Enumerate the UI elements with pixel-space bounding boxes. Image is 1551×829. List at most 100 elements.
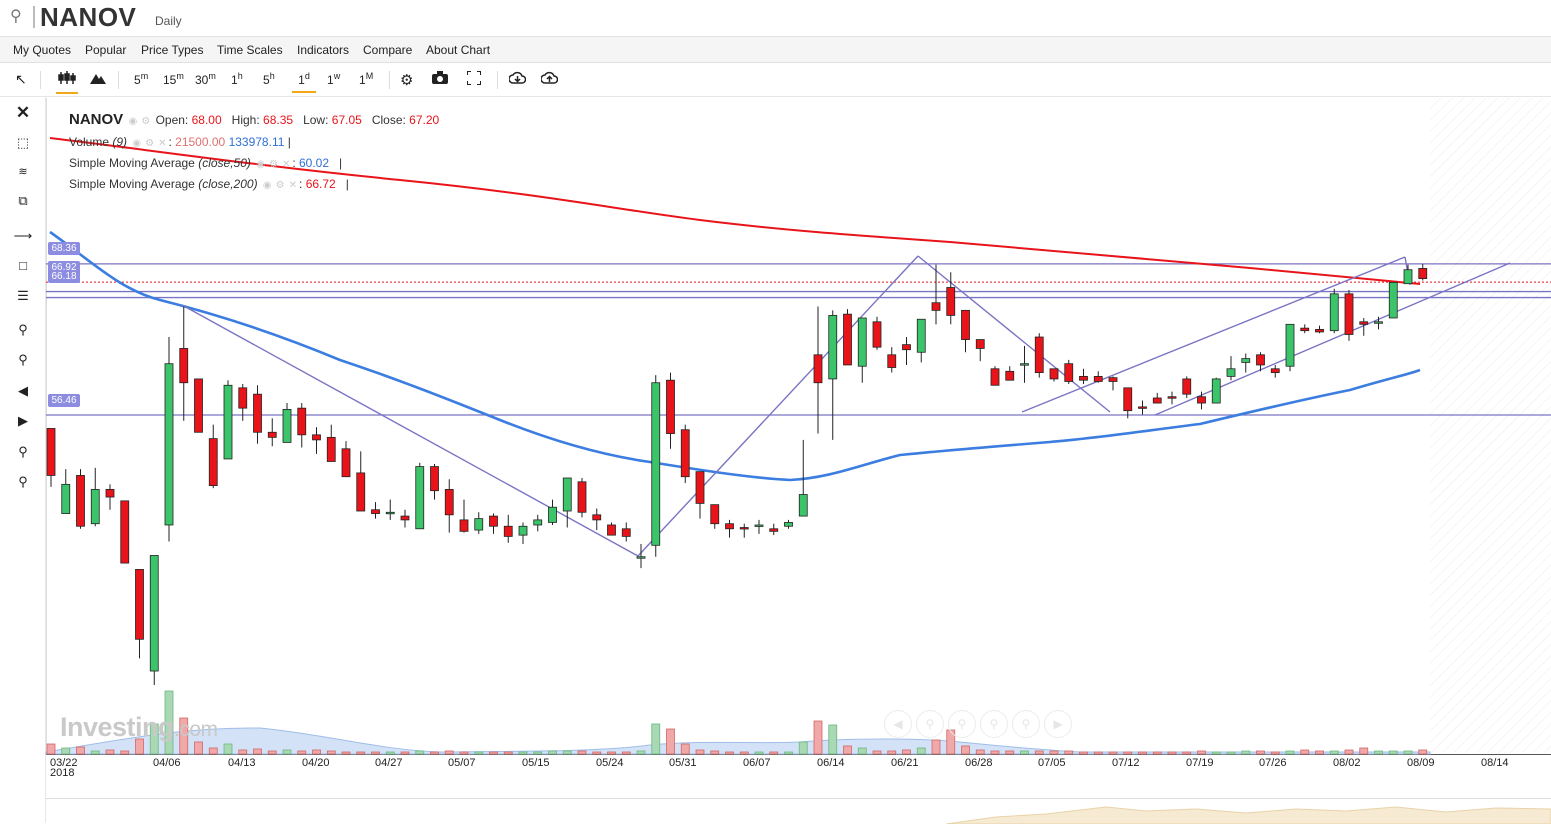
volume-bar <box>754 751 764 755</box>
magnifier-icon[interactable]: ⚲ <box>18 474 28 489</box>
candle-body <box>105 489 115 498</box>
menu-time-scales[interactable]: Time Scales <box>217 43 283 57</box>
timeframe-1w[interactable]: 1w <box>327 71 341 87</box>
zoom-in-icon[interactable]: ⚲ <box>980 710 1008 738</box>
toolbar: ↖ 5m 15m 30m 1h 5h 1d 1w 1M ⚙ <box>0 63 1551 97</box>
candle-body <box>754 524 764 527</box>
candle-body <box>621 528 631 537</box>
volume-bar <box>1093 751 1103 755</box>
menu-indicators[interactable]: Indicators <box>297 43 350 57</box>
timeframe-5m[interactable]: 5m <box>134 71 149 87</box>
gear-icon[interactable]: ⚙ <box>145 138 155 149</box>
eye-icon[interactable]: ◉ <box>132 138 142 149</box>
candle <box>1300 324 1310 334</box>
scroll-right-icon[interactable]: ▶ <box>1044 710 1072 738</box>
zoom-out-icon[interactable]: ⚲ <box>948 710 976 738</box>
timeframe-1M[interactable]: 1M <box>359 71 374 87</box>
candle-body <box>769 528 779 532</box>
eye-icon[interactable]: ◉ <box>262 180 272 191</box>
candle <box>1256 352 1265 372</box>
zoom-select-icon[interactable]: ⬚ <box>16 135 30 150</box>
scroll-left-icon[interactable]: ◀ <box>884 710 912 738</box>
candle-body <box>1167 396 1177 399</box>
magnet-icon[interactable]: ⚲ <box>18 444 28 459</box>
timeframe-15m[interactable]: 15m <box>163 71 184 87</box>
cloud-download-icon[interactable] <box>508 71 527 88</box>
settings-icon[interactable]: ⚙ <box>400 72 414 89</box>
timeframe-5h[interactable]: 5h <box>263 71 275 87</box>
candle <box>208 424 218 489</box>
candle-body <box>223 384 233 460</box>
mountain-chart-icon[interactable] <box>90 71 106 88</box>
candle-body <box>90 489 100 525</box>
high-label: High: <box>231 113 260 127</box>
zoom-out-icon[interactable]: ⚲ <box>1012 710 1040 738</box>
zoom-in-icon[interactable]: ⚲ <box>916 710 944 738</box>
remove-icon[interactable]: ✕ <box>158 138 167 149</box>
menu-price-types[interactable]: Price Types <box>141 43 204 57</box>
volume-bar <box>651 723 661 755</box>
timeframe-1d[interactable]: 1d <box>292 71 316 93</box>
candle-body <box>61 483 71 514</box>
candle <box>341 441 351 478</box>
sma50-param: (close,50) <box>198 156 251 170</box>
volume-bar <box>813 720 823 755</box>
volume-bar <box>798 741 808 755</box>
cursor-icon[interactable]: ↖ <box>15 71 27 87</box>
eye-icon[interactable]: ◉ <box>128 116 138 127</box>
candlestick-chart-icon[interactable] <box>56 71 78 94</box>
price-tag-4: 56.46 <box>48 394 80 407</box>
candle <box>1329 288 1339 334</box>
fibonacci-icon[interactable]: ≋ <box>18 166 28 178</box>
rectangle-icon[interactable]: □ <box>19 258 27 273</box>
copy-icon[interactable]: ⧉ <box>18 193 28 208</box>
menu-popular[interactable]: Popular <box>85 43 127 57</box>
candle-body <box>651 382 661 546</box>
candle <box>90 467 100 527</box>
remove-icon[interactable]: ✕ <box>281 159 291 170</box>
scroll-left-icon[interactable]: ◀ <box>18 383 28 398</box>
horizontal-lines-icon[interactable]: ☰ <box>17 288 29 303</box>
candle-body <box>149 555 159 672</box>
remove-icon[interactable]: ✕ <box>288 180 298 191</box>
candle-body <box>1344 293 1354 335</box>
candle <box>459 499 469 533</box>
candle-body <box>474 518 484 531</box>
volume-bar <box>961 745 970 755</box>
close-icon[interactable]: ✕ <box>15 103 31 122</box>
candle-body <box>1329 293 1339 332</box>
menu-about-chart[interactable]: About Chart <box>426 43 491 57</box>
candle <box>1241 353 1251 373</box>
candle <box>489 513 498 534</box>
candle-body <box>135 569 144 640</box>
volume-bar <box>607 751 616 755</box>
gear-icon[interactable]: ⚙ <box>268 159 278 170</box>
zoom-in-icon[interactable]: ⚲ <box>18 322 28 337</box>
gear-icon[interactable]: ⚙ <box>141 116 151 127</box>
camera-icon[interactable] <box>432 71 448 87</box>
candle <box>857 317 867 383</box>
volume-bar <box>312 749 321 755</box>
volume-bar <box>1374 750 1383 755</box>
eye-icon[interactable]: ◉ <box>256 159 265 170</box>
timeframe-30m[interactable]: 30m <box>195 71 216 87</box>
candle-body <box>680 429 690 478</box>
search-icon[interactable]: ⚲ <box>10 8 22 25</box>
candle-body <box>1034 336 1044 373</box>
candle <box>1093 371 1103 383</box>
chart-navigator[interactable] <box>46 798 1551 825</box>
trendline-icon[interactable]: ⟶ <box>13 228 33 243</box>
toolbar-divider <box>389 71 390 89</box>
scroll-right-icon[interactable]: ▶ <box>18 413 28 428</box>
volume-bar <box>990 750 1000 755</box>
candle <box>651 375 661 557</box>
timeframe-1h[interactable]: 1h <box>231 71 243 87</box>
menu-my-quotes[interactable]: My Quotes <box>13 43 72 57</box>
menu-bar: My Quotes Popular Price Types Time Scale… <box>0 36 1551 63</box>
zoom-out-icon[interactable]: ⚲ <box>18 352 28 367</box>
candle <box>518 522 528 545</box>
gear-icon[interactable]: ⚙ <box>275 180 285 191</box>
cloud-upload-icon[interactable] <box>540 71 559 88</box>
menu-compare[interactable]: Compare <box>363 43 413 57</box>
